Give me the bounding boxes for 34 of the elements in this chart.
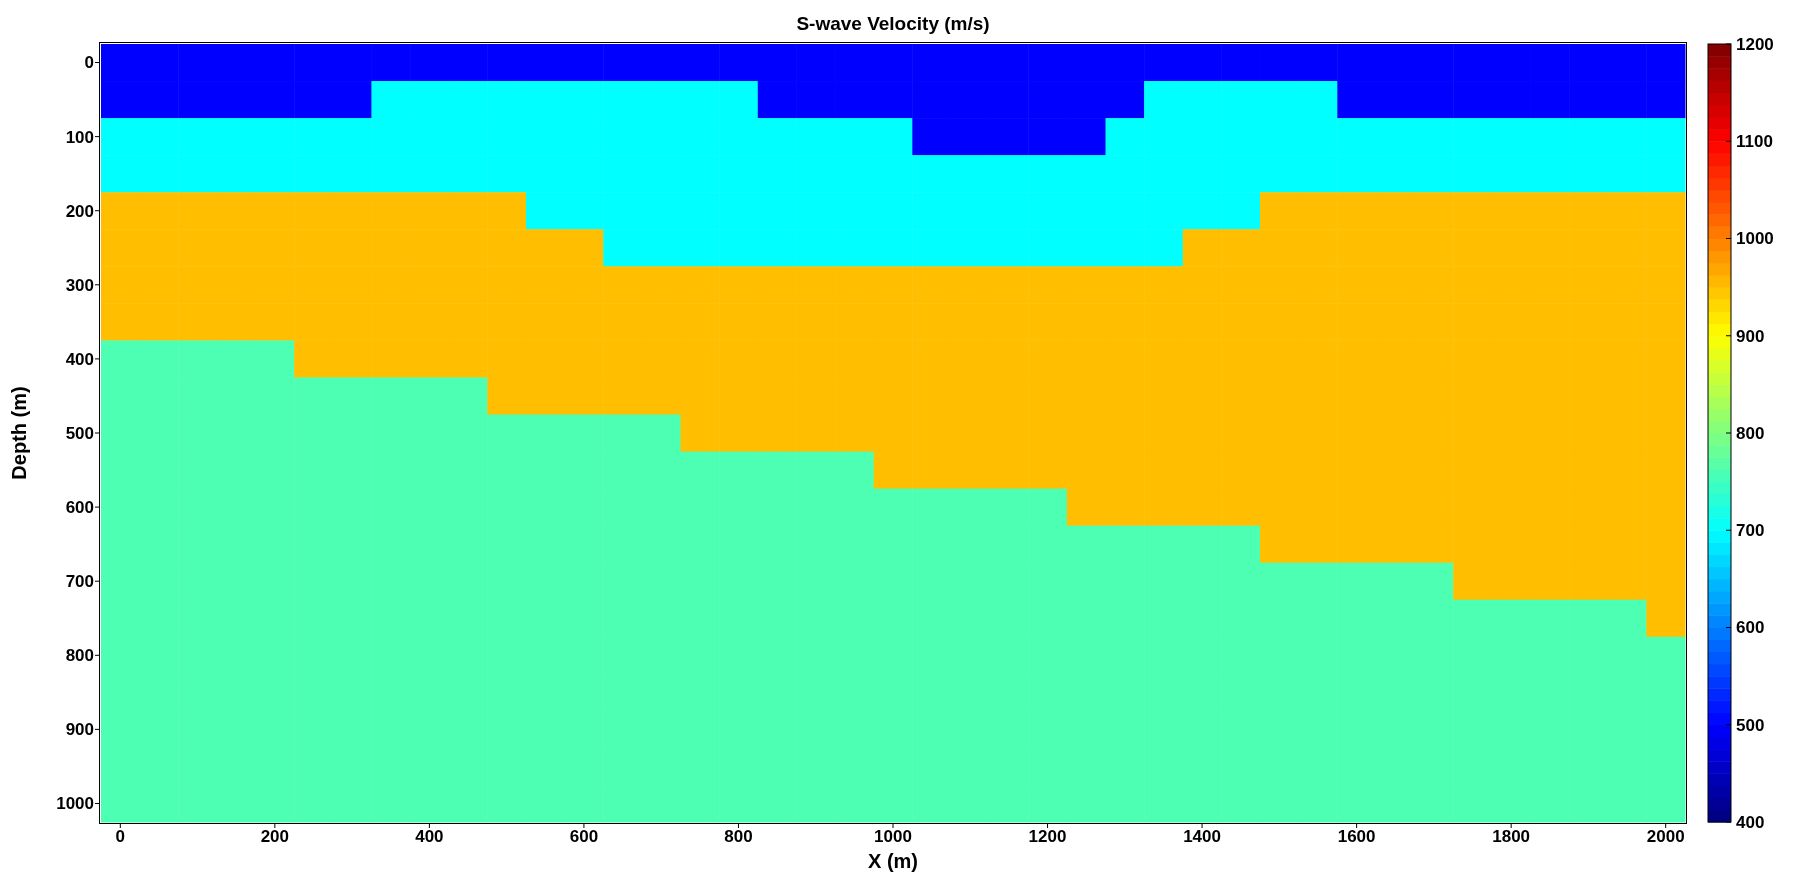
y-tick-label: 100 — [65, 127, 94, 147]
x-tick-label: 0 — [115, 827, 126, 846]
x-tick-label: 1400 — [1183, 827, 1221, 846]
color-bar-label: 800 — [1736, 423, 1765, 443]
color-bar-label: 1100 — [1736, 132, 1773, 152]
color-bar-label: 900 — [1736, 326, 1765, 346]
y-tick-label: 600 — [65, 498, 94, 518]
y-tick-label: 500 — [65, 423, 94, 443]
color-bar-label: 600 — [1736, 618, 1765, 638]
y-tick-label: 1000 — [56, 794, 94, 814]
y-axis-title: Depth (m) — [8, 386, 30, 480]
color-bar-label: 500 — [1736, 715, 1765, 735]
color-bar-label: 1200 — [1736, 34, 1774, 54]
x-tick-label: 2000 — [1646, 827, 1685, 846]
x-tick-label: 1800 — [1492, 827, 1531, 846]
x-tick-label: 800 — [724, 827, 753, 846]
x-tick-label: 600 — [569, 827, 599, 846]
x-tick-label: 200 — [260, 827, 290, 846]
y-tick-label: 700 — [65, 572, 94, 592]
color-bar-label: 1000 — [1736, 229, 1774, 249]
chart-title: S-wave Velocity (m/s) — [796, 13, 990, 34]
y-tick-label: 800 — [65, 646, 94, 666]
color-bar-label: 700 — [1736, 521, 1765, 541]
y-tick-label: 900 — [65, 720, 94, 740]
color-bar-label: 400 — [1736, 812, 1765, 832]
x-tick-label: 1000 — [874, 827, 912, 846]
y-tick-label: 200 — [65, 201, 94, 221]
y-tick-label: 400 — [65, 349, 94, 369]
y-tick-label: 300 — [65, 275, 94, 295]
x-axis-title: X (m) — [868, 850, 918, 872]
x-tick-label: 1600 — [1337, 827, 1376, 846]
x-tick-label: 1200 — [1028, 827, 1067, 846]
x-tick-label: 400 — [415, 827, 444, 846]
y-tick-label: 0 — [84, 53, 94, 73]
